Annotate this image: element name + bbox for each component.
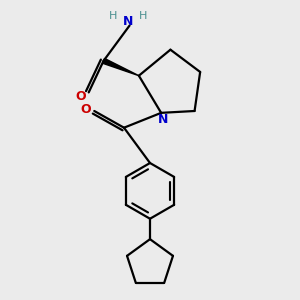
Text: N: N (122, 15, 133, 28)
Polygon shape (103, 58, 139, 76)
Text: O: O (81, 103, 92, 116)
Text: H: H (109, 11, 117, 21)
Text: N: N (158, 113, 168, 126)
Text: O: O (75, 90, 86, 103)
Text: H: H (138, 11, 147, 21)
